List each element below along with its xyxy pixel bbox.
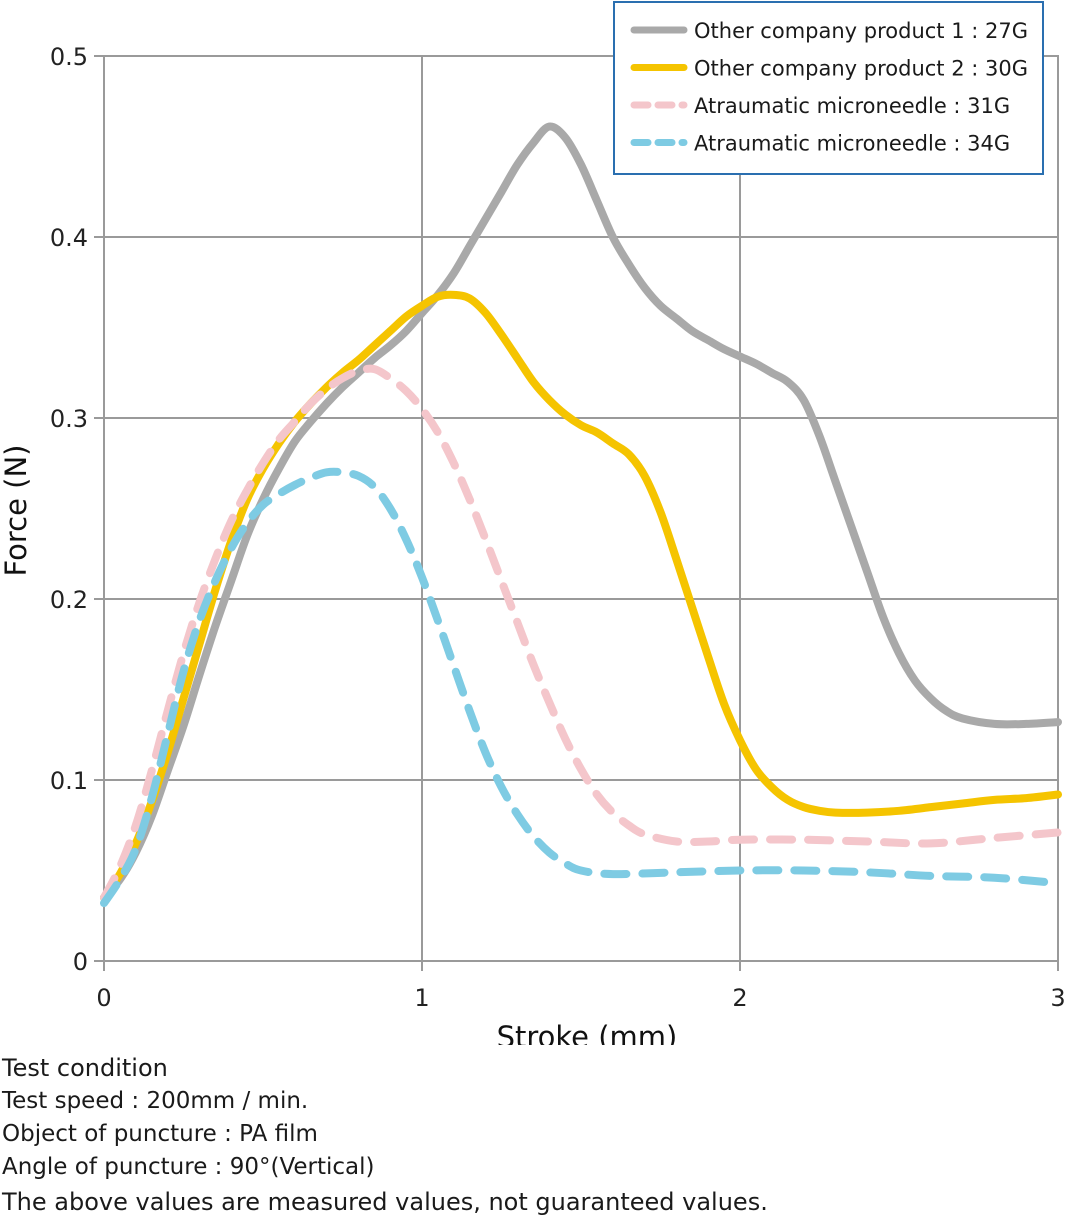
x-tick-label: 3 (1050, 984, 1065, 1012)
legend-label-other-company-product-1-27g: Other company product 1 : 27G (694, 19, 1028, 43)
force-stroke-chart: 0 0.1 0.2 0.3 0.4 0.5 0 1 2 3 Stroke (mm) Force (N)… (0, 1, 1066, 1045)
x-tick-label: 2 (732, 984, 747, 1012)
y-tick-label: 0.1 (50, 767, 88, 795)
test-conditions: Test condition Test speed : 200mm / min.… (2, 1052, 1062, 1219)
y-tick-label: 0.3 (50, 405, 88, 433)
axes: 0 0.1 0.2 0.3 0.4 0.5 0 1 2 3 Stroke (mm) Force (N) (0, 43, 1066, 1045)
series-lines (100, 122, 1062, 908)
test-condition-title: Test condition (2, 1054, 168, 1082)
y-axis-title: Force (N) (0, 444, 33, 576)
y-tick-label: 0 (73, 948, 88, 976)
legend: Other company product 1 : 27G Other compa… (613, 1, 1044, 175)
grid (103, 55, 1059, 962)
x-tick-label: 1 (414, 984, 429, 1012)
series-line-atraumatic-microneedle-31g (100, 364, 1062, 902)
object-of-puncture: Object of puncture : PA film (2, 1121, 318, 1147)
test-speed: Test speed : 200mm / min. (2, 1088, 309, 1114)
series-line-atraumatic-microneedle-34g (100, 467, 1062, 908)
series-line-other-company-product-2-30g (100, 290, 1062, 902)
y-tick-label: 0.5 (50, 43, 88, 71)
disclaimer: The above values are measured values, no… (2, 1188, 768, 1216)
y-tick-label: 0.4 (50, 224, 88, 252)
legend-label-other-company-product-2-30g: Other company product 2 : 30G (694, 57, 1028, 81)
x-axis-title: Stroke (mm) (497, 1020, 678, 1045)
x-tick-label: 0 (96, 984, 111, 1012)
legend-label-atraumatic-microneedle-31g: Atraumatic microneedle : 31G (694, 94, 1010, 118)
y-tick-label: 0.2 (50, 586, 88, 614)
legend-label-atraumatic-microneedle-34g: Atraumatic microneedle : 34G (694, 132, 1010, 156)
angle-of-puncture: Angle of puncture : 90°(Vertical) (2, 1154, 375, 1180)
series-line-other-company-product-1-27g (100, 122, 1062, 902)
